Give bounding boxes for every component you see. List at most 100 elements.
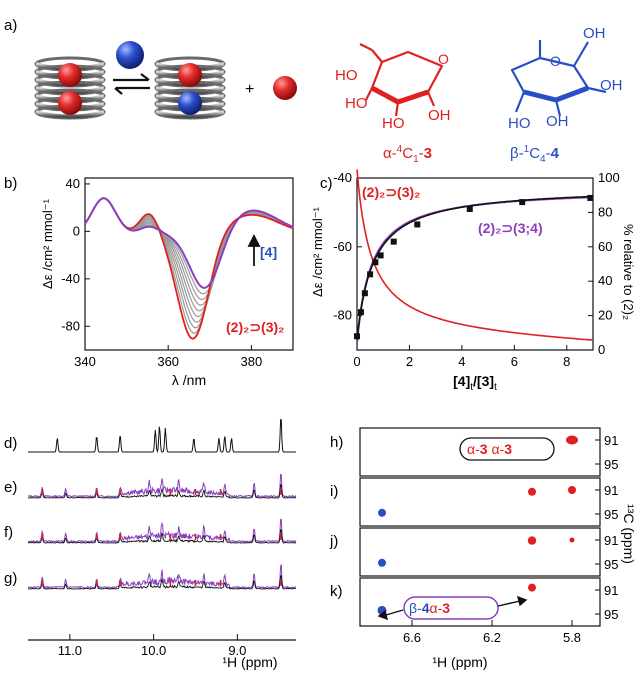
data-point xyxy=(367,271,374,278)
nmr-trace-black xyxy=(27,575,297,590)
x-axis-label: [4]t/[3]t xyxy=(453,373,497,393)
panel-label-e: e) xyxy=(4,479,17,496)
nmr-x-tick-label: 11.0 xyxy=(58,643,82,658)
right-y-tick-label: 100 xyxy=(598,170,620,185)
y-axis-label: Δε /cm² mmol⁻¹ xyxy=(40,198,55,289)
helix-turn-front xyxy=(155,110,225,119)
plot-frame xyxy=(84,177,294,351)
nmr-trace-black xyxy=(27,529,297,544)
data-point xyxy=(390,238,397,245)
beta-sugar-structure xyxy=(510,40,607,117)
blue-cross-peak xyxy=(378,508,386,517)
panel-label-f: f) xyxy=(4,524,13,541)
blue-guest-sphere xyxy=(116,41,144,69)
red-guest-sphere xyxy=(58,91,82,115)
x-tick-label: 2 xyxy=(406,354,413,369)
hsqc-y-tick-label: 95 xyxy=(604,507,618,522)
panel-label-d: d) xyxy=(4,435,17,452)
concentration-4-label: [4] xyxy=(260,244,277,260)
ring-oxygen-label: O xyxy=(550,53,561,69)
data-point xyxy=(372,259,379,266)
right-y-tick-label: 80 xyxy=(598,204,612,219)
x-tick-label: 6 xyxy=(511,354,518,369)
data-point xyxy=(519,199,526,206)
ho-label: HO xyxy=(345,95,368,112)
x-tick-label: 0 xyxy=(353,354,360,369)
hsqc-y-tick-label: 91 xyxy=(604,533,618,548)
hsqc-y-tick-label: 91 xyxy=(604,583,618,598)
equilibrium-arrows-icon xyxy=(113,73,150,95)
red-cross-peak xyxy=(569,537,575,543)
x-axis-label: λ /nm xyxy=(172,372,206,388)
nmr-trace-d xyxy=(28,419,296,454)
nmr-trace-purple xyxy=(27,563,296,589)
assignment-box xyxy=(403,596,499,620)
red-fit-curve xyxy=(356,169,594,341)
left-y-tick-label: -80 xyxy=(333,308,352,323)
left-y-tick-label: -60 xyxy=(333,239,352,254)
hsqc-x-axis-label: ¹H (ppm) xyxy=(432,654,487,670)
data-point xyxy=(361,290,368,297)
right-y-tick-label: 20 xyxy=(598,308,612,323)
nmr-x-axis-label: ¹H (ppm) xyxy=(222,654,277,670)
x-tick-label: 340 xyxy=(74,354,96,369)
right-y-tick-label: 40 xyxy=(598,273,612,288)
red-cross-peak xyxy=(527,536,537,545)
panel-label-k: k) xyxy=(330,583,343,600)
red-cross-peak xyxy=(568,486,576,494)
purple-curve-label: (2)₂⊃(3;4) xyxy=(478,220,543,236)
purple-curve xyxy=(84,197,294,289)
assignment-arrows-icon xyxy=(377,595,528,621)
hsqc-y-axis-label: ¹³C (ppm) xyxy=(621,504,637,564)
nmr-trace-black xyxy=(27,484,297,499)
hsqc-spectra: 91 95 91 95 91 95 91 95 6.6 6.2 5.8 xyxy=(359,427,618,645)
ring-oxygen-label: O xyxy=(438,51,449,67)
red-guest-sphere xyxy=(178,63,202,87)
ho-label: HO xyxy=(382,115,405,132)
red-cross-peak xyxy=(528,487,536,496)
red-curve-label: (2)₂⊃(3)₂ xyxy=(362,184,420,200)
x-tick-label: 360 xyxy=(157,354,179,369)
plot-frame xyxy=(356,177,594,351)
black-fit-curve xyxy=(356,195,593,340)
complex-label: (2)₂⊃(3)₂ xyxy=(226,319,284,335)
panel-label-a: a) xyxy=(4,17,17,34)
panel-label-i: i) xyxy=(330,483,338,500)
hsqc-frame xyxy=(359,427,601,477)
data-point xyxy=(414,221,421,228)
x-tick-label: 4 xyxy=(458,354,465,369)
alpha-alpha-label: α-3 α-3 xyxy=(467,441,512,457)
hsqc-y-tick-label: 91 xyxy=(604,483,618,498)
helix-turn-front xyxy=(35,110,105,119)
y-tick-label: -40 xyxy=(61,271,80,286)
left-y-tick-label: -40 xyxy=(333,170,352,185)
hsqc-x-tick-label: 5.8 xyxy=(563,630,581,645)
nmr-x-tick-label: 10.0 xyxy=(141,643,166,658)
hsqc-frame xyxy=(359,527,601,577)
y-tick-label: 0 xyxy=(73,223,80,238)
oh-label: OH xyxy=(546,113,569,130)
hsqc-x-tick-label: 6.2 xyxy=(483,630,501,645)
nmr-x-tick-label: 9.0 xyxy=(228,643,246,658)
ho-label: HO xyxy=(508,115,531,132)
hsqc-frame xyxy=(359,577,601,627)
blue-cross-peak xyxy=(378,558,386,567)
oh-label: OH xyxy=(600,77,623,94)
hsqc-y-tick-label: 91 xyxy=(604,433,618,448)
hsqc-x-tick-label: 6.6 xyxy=(403,630,421,645)
hsqc-y-tick-label: 95 xyxy=(604,607,618,622)
hsqc-y-tick-label: 95 xyxy=(604,557,618,572)
hsqc-frame xyxy=(359,477,601,527)
purple-fit-curve xyxy=(356,196,594,344)
alpha-sugar-structure xyxy=(359,43,444,117)
y-tick-label: -80 xyxy=(61,318,80,333)
oh-label: OH xyxy=(583,25,606,42)
released-red-sphere xyxy=(273,76,297,100)
data-point xyxy=(377,252,384,259)
panel-label-h: h) xyxy=(330,434,343,451)
data-point xyxy=(354,333,360,340)
red-cross-peak xyxy=(566,435,578,445)
panel-label-j: j) xyxy=(329,533,338,550)
